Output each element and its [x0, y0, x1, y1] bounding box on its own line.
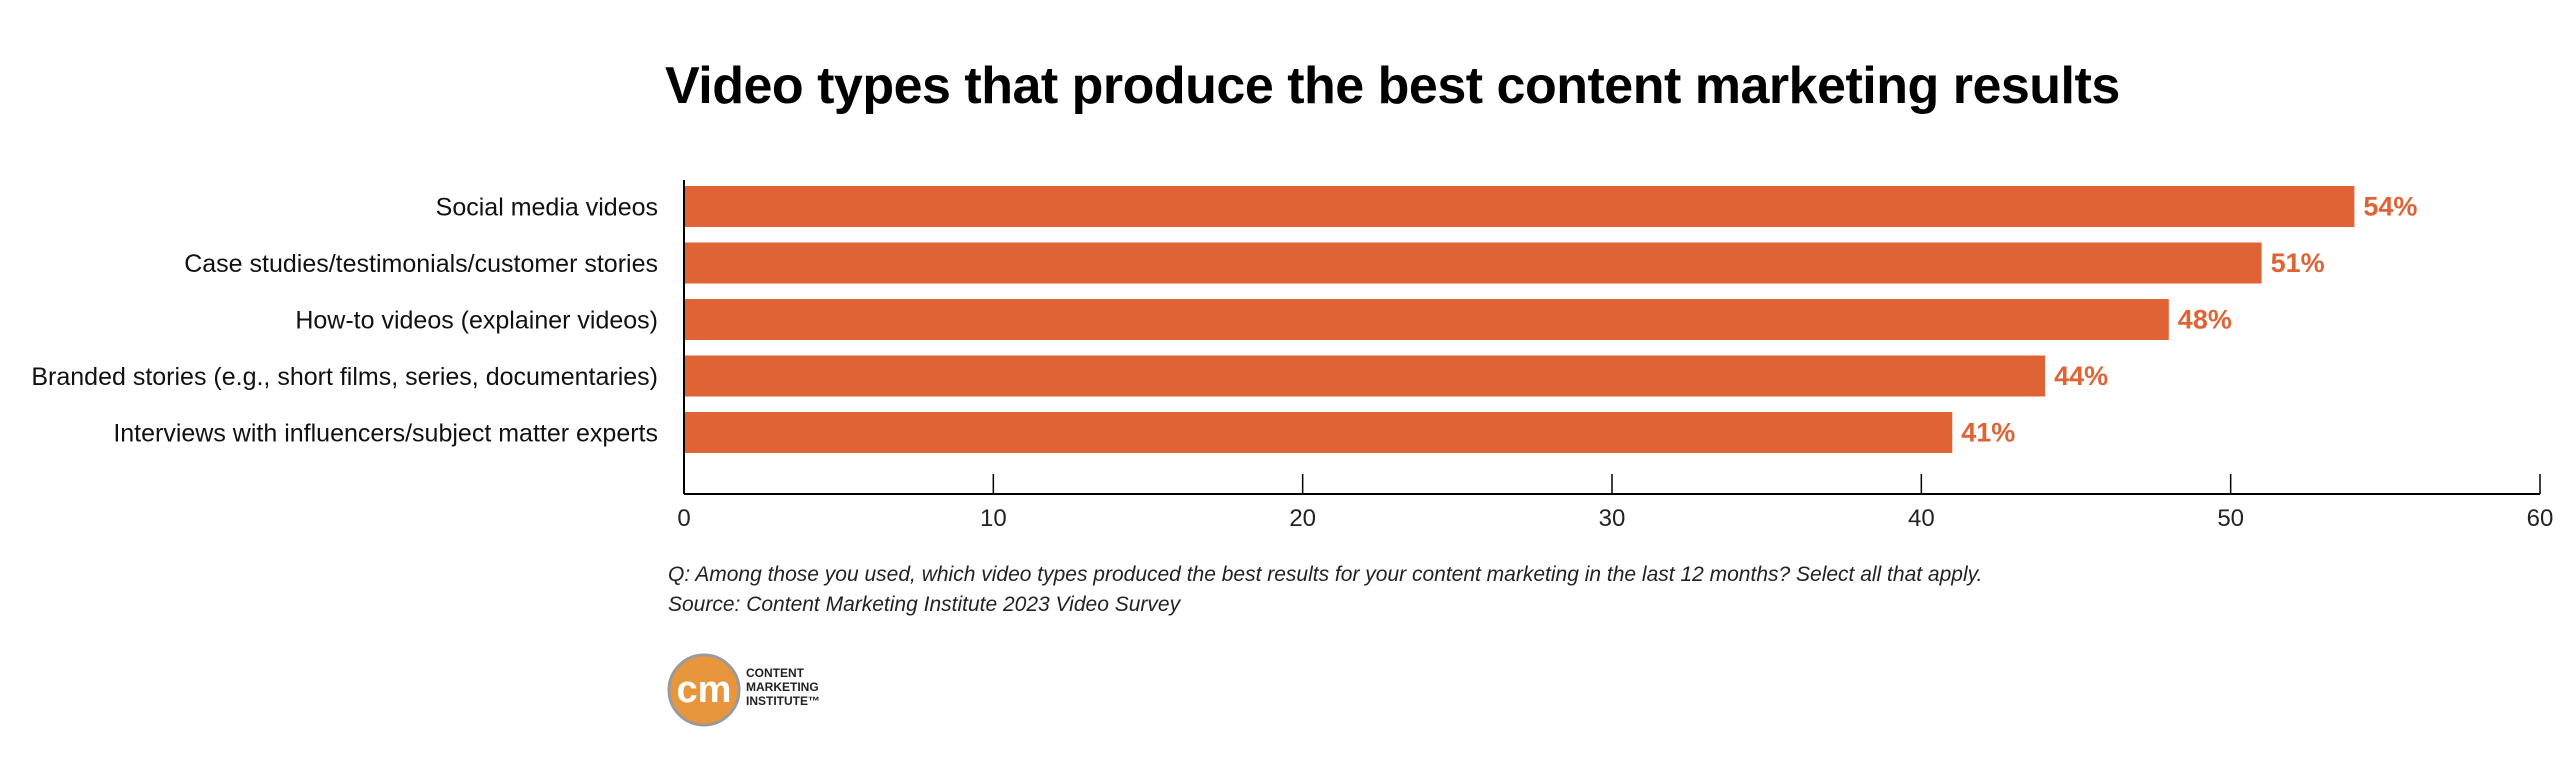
x-tick-label: 60 — [2527, 505, 2554, 532]
bar — [684, 242, 2262, 284]
bar — [684, 412, 1953, 453]
source-note: Source: Content Marketing Institute 2023… — [668, 593, 1181, 616]
bar — [684, 355, 2046, 397]
logo-line-3: INSTITUTE™ — [746, 694, 820, 708]
data-label: 44% — [2054, 361, 2108, 391]
survey-question: Q: Among those you used, which video typ… — [668, 563, 1983, 586]
data-label: 41% — [1961, 418, 2015, 448]
data-label: 51% — [2271, 248, 2325, 278]
category-label: Case studies/testimonials/customer stori… — [184, 250, 658, 278]
data-label: 54% — [2363, 192, 2417, 222]
x-axis: 0 10 20 30 40 50 60 — [677, 180, 2553, 532]
x-tick-label: 10 — [980, 505, 1007, 532]
logo-line-2: MARKETING — [746, 680, 819, 694]
data-label: 48% — [2178, 305, 2232, 335]
bars-layer: Social media videos 54% Case studies/testi… — [31, 186, 2417, 453]
x-tick-label: 50 — [2217, 505, 2244, 532]
cmi-logo-mark: cm — [667, 653, 741, 727]
logo-monogram: cm — [677, 669, 732, 711]
category-label: How-to videos (explainer videos) — [295, 307, 658, 335]
bar — [684, 299, 2169, 340]
x-tick-label: 20 — [1289, 505, 1316, 532]
category-label: Interviews with influencers/subject matt… — [113, 420, 658, 448]
category-label: Branded stories (e.g., short films, seri… — [31, 363, 658, 391]
bar — [684, 186, 2355, 227]
x-tick-label: 40 — [1908, 505, 1935, 532]
chart-title: Video types that produce the best conten… — [665, 57, 2120, 115]
x-tick-label: 30 — [1599, 505, 1626, 532]
chart-notes: Q: Among those you used, which video typ… — [668, 560, 1982, 620]
cmi-logo: cm CONTENT MARKETING INSTITUTE™ — [666, 652, 846, 728]
bar-chart: Social media videos 54% Case studies/testi… — [31, 180, 2553, 532]
logo-wordmark: CONTENT MARKETING INSTITUTE™ — [746, 666, 820, 708]
category-label: Social media videos — [436, 194, 658, 222]
logo-line-1: CONTENT — [746, 666, 804, 680]
x-tick-label: 0 — [677, 505, 690, 532]
